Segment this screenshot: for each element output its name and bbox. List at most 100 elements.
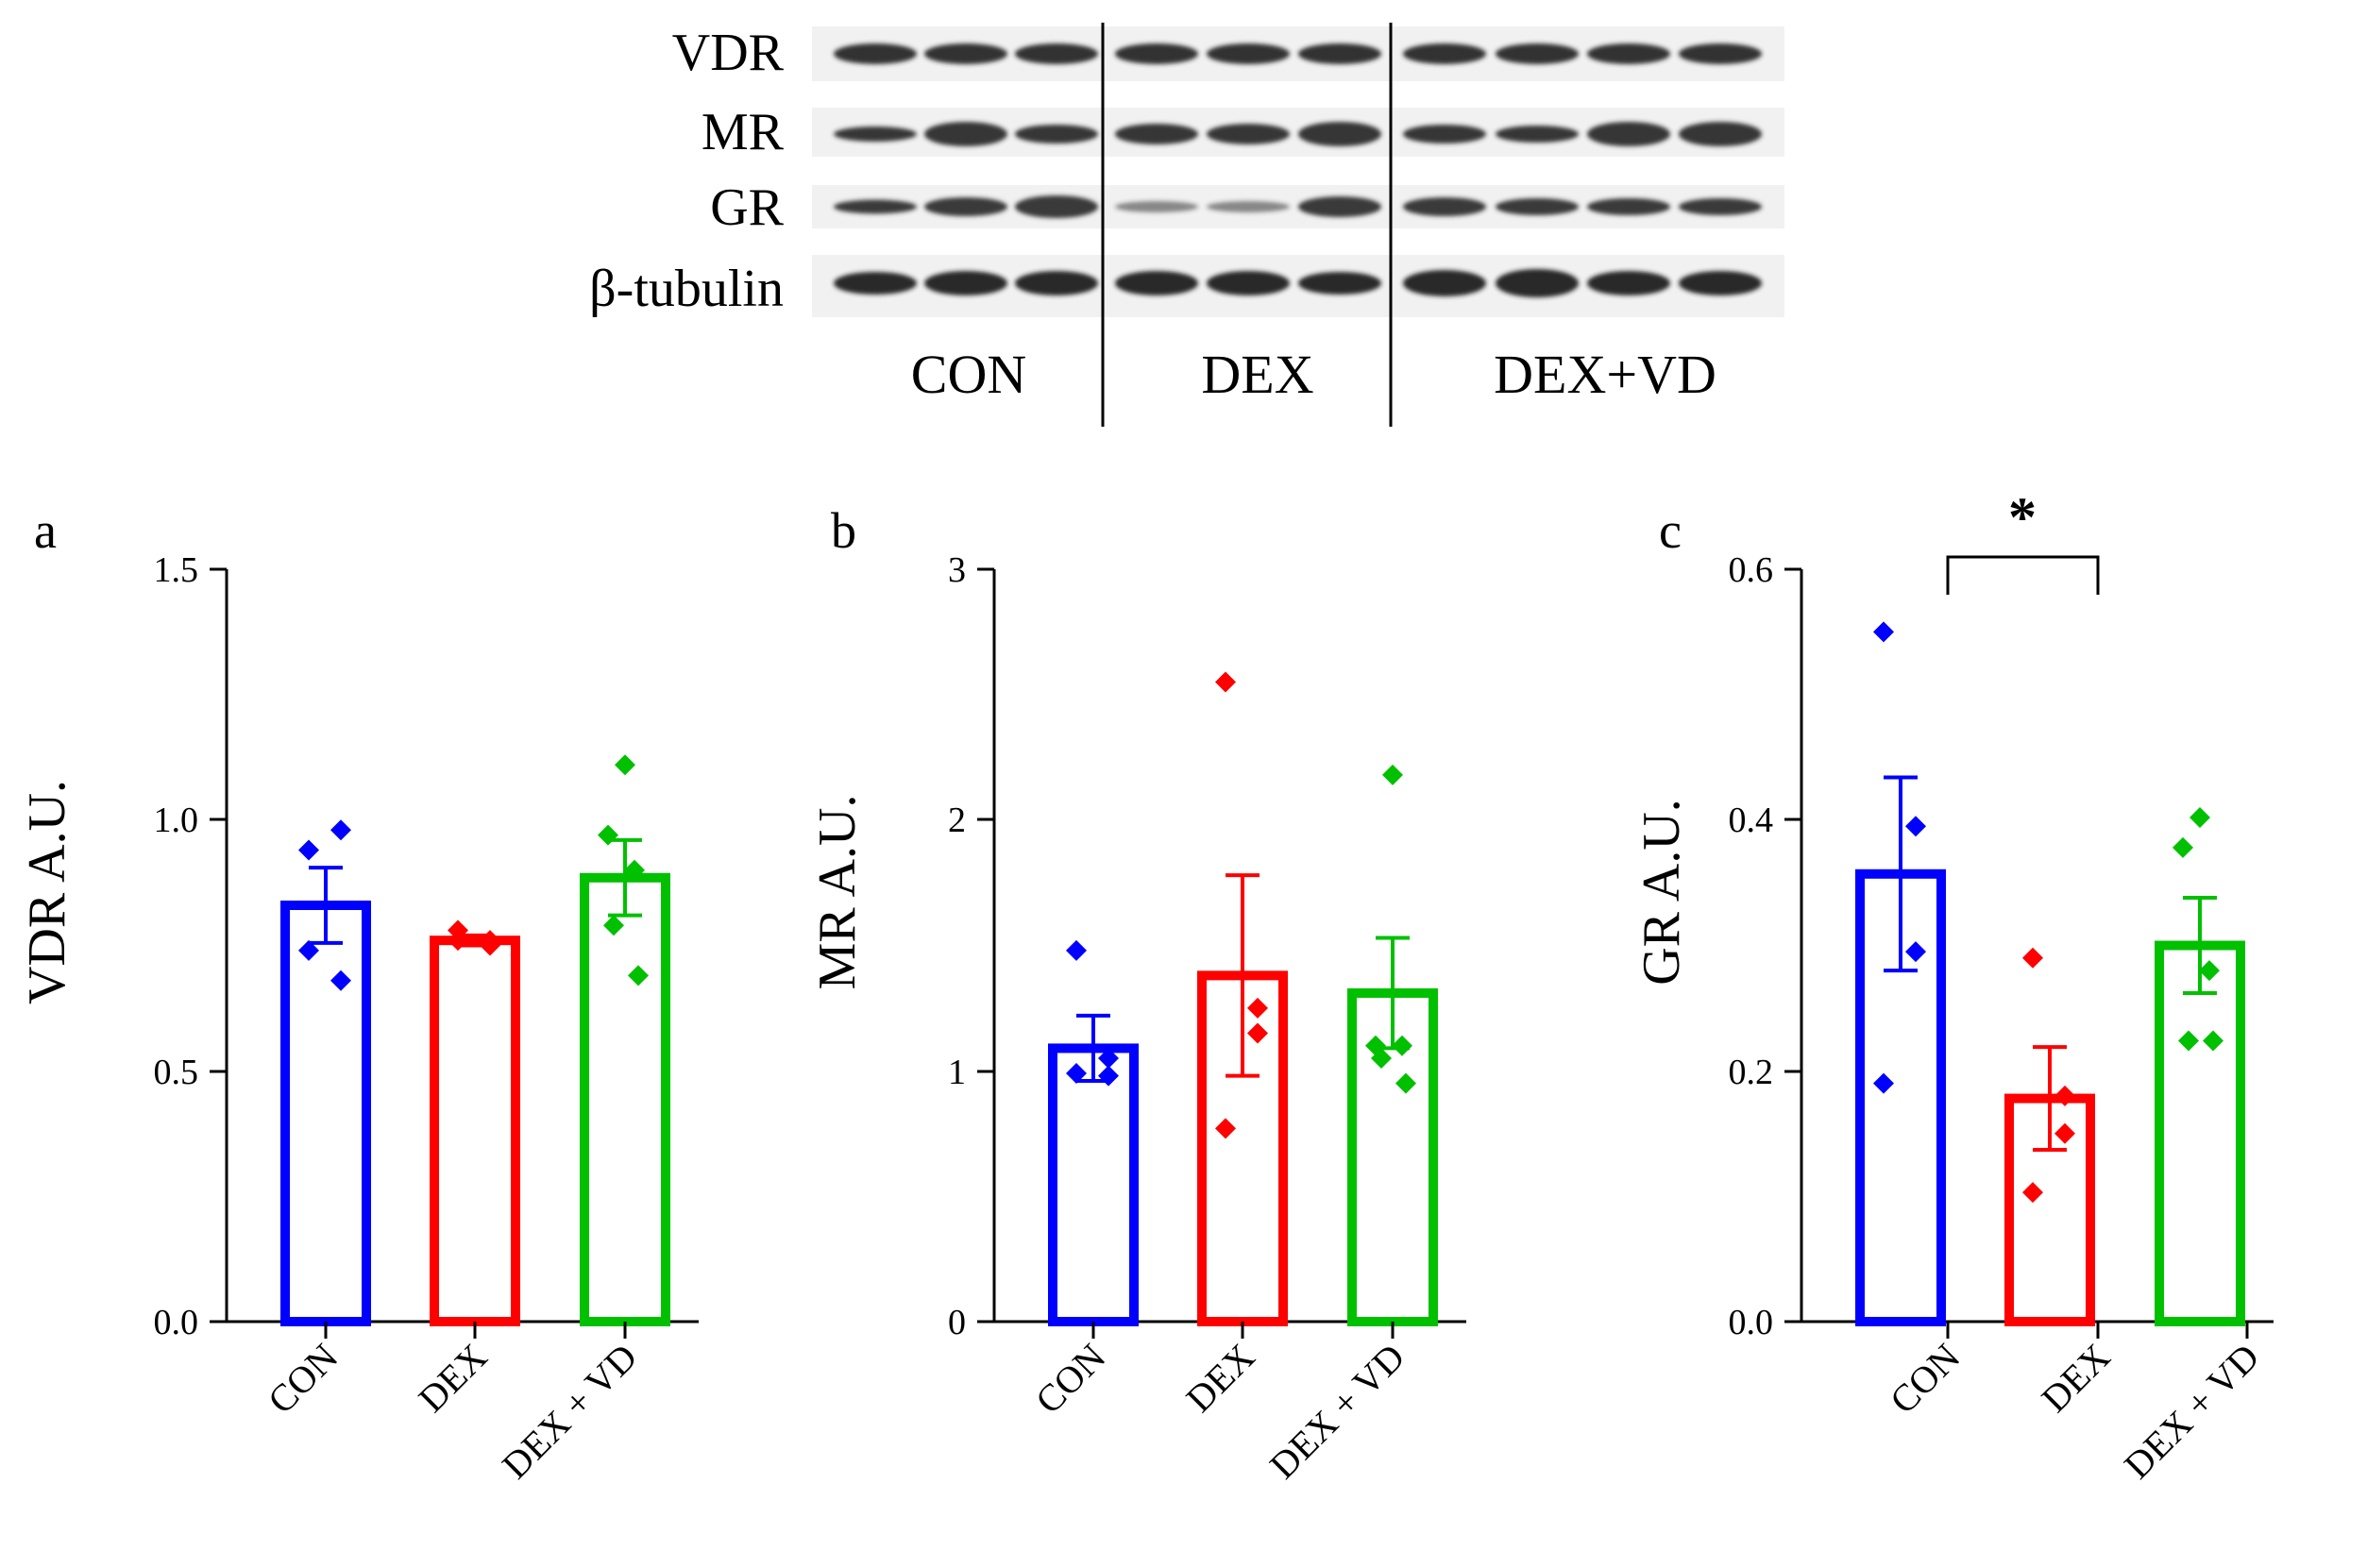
blot-band-mr <box>924 122 1007 146</box>
x-tick-labels-b: CON DEX DEX + VD <box>1027 1322 1412 1487</box>
data-point-dex <box>2022 947 2043 969</box>
panel-letter-c: c <box>1659 502 1682 559</box>
y-axis-label-c: GR A.U. <box>1632 799 1691 986</box>
y-tick-label: 2 <box>948 801 966 840</box>
chart-marks-b <box>1048 671 1438 1327</box>
blot-label-mr: MR <box>702 103 785 161</box>
blot-band-gr <box>1496 198 1579 215</box>
bar-dex <box>430 936 520 1326</box>
x-tick-label-con: CON <box>260 1336 347 1423</box>
x-tick-label-dex: DEX <box>2033 1335 2118 1420</box>
blot-band-mr <box>1403 125 1486 143</box>
blot-band-gr <box>1298 196 1381 217</box>
data-point-dexvd <box>1395 1072 1416 1094</box>
data-point-con <box>1066 939 1087 961</box>
blot-band-vdr <box>834 43 917 64</box>
blot-band-mr <box>1496 126 1579 143</box>
x-tick-labels-c: CON DEX DEX + VD <box>1882 1322 2267 1487</box>
x-tick-label-dexvd: DEX + VD <box>494 1336 645 1487</box>
y-tick-label: 1 <box>948 1053 966 1092</box>
bar-con <box>1048 1043 1139 1326</box>
y-tick-label: 0.6 <box>1729 550 1774 590</box>
data-point-dex <box>480 935 500 956</box>
y-axis-label-b: MR A.U. <box>808 795 867 990</box>
blot-band-gr <box>1015 195 1098 218</box>
blot-band-gr <box>924 197 1007 216</box>
data-point-dex <box>2022 1182 2043 1204</box>
data-point-con <box>1873 1072 1894 1094</box>
bar-dexvd <box>580 872 670 1327</box>
blot-label-beta-tubulin: β-tubulin <box>589 260 784 318</box>
blot-label-gr: GR <box>710 178 784 237</box>
data-point-dex <box>2054 1085 2075 1106</box>
blot-band-vdr <box>924 43 1007 64</box>
blot-band-mr <box>1587 122 1670 146</box>
y-ticks-c: 0.0 0.2 0.4 0.6 <box>1729 550 1801 1342</box>
panel-a: a VDR A.U. 0.0 0.5 1.0 1.5 CON DEX DEX +… <box>18 502 699 1487</box>
blot-band-vdr <box>1015 43 1098 64</box>
blot-band-vdr <box>1403 43 1486 64</box>
blot-band-gr <box>1115 201 1198 212</box>
blot-band-beta-tubulin <box>924 271 1007 295</box>
blot-band-vdr <box>1679 43 1762 64</box>
blot-band-beta-tubulin <box>1115 271 1198 295</box>
y-tick-label: 0 <box>948 1303 966 1342</box>
blot-band-beta-tubulin <box>1015 271 1098 295</box>
y-tick-label: 0.0 <box>154 1303 199 1342</box>
y-tick-label: 0.0 <box>1729 1303 1774 1342</box>
data-point-dex <box>448 930 468 952</box>
blot-band-gr <box>1403 197 1486 216</box>
data-point-dexvd <box>1382 764 1403 785</box>
western-blot: VDR MR GR β-tubulin CON DEX DEX+VD <box>589 23 1784 427</box>
panel-c: c GR A.U. 0.0 0.2 0.4 0.6 * CON DEX DEX … <box>1632 486 2274 1487</box>
blot-group-dex: DEX <box>1201 344 1313 405</box>
blot-label-vdr: VDR <box>672 24 785 82</box>
y-ticks-a: 0.0 0.5 1.0 1.5 <box>154 550 227 1342</box>
x-tick-label-con: CON <box>1882 1336 1969 1423</box>
data-point-dexvd <box>2203 1030 2223 1052</box>
data-point-con <box>298 939 319 961</box>
data-point-dex <box>1215 1118 1236 1139</box>
y-tick-label: 0.5 <box>154 1053 199 1092</box>
panel-letter-b: b <box>831 502 856 559</box>
blot-band-beta-tubulin <box>1298 272 1381 295</box>
significance-c: * <box>1946 486 2100 595</box>
blot-bands <box>834 43 1762 297</box>
data-point-dexvd <box>603 915 624 936</box>
data-point-dexvd <box>598 824 618 846</box>
data-point-con <box>1905 816 1926 837</box>
blot-band-beta-tubulin <box>1587 271 1670 295</box>
significance-star: * <box>2008 486 2037 548</box>
panel-b: b MR A.U. 0 1 2 3 CON DEX DEX + VD <box>808 502 1466 1487</box>
blot-band-beta-tubulin <box>1496 269 1579 297</box>
x-tick-label-dexvd: DEX + VD <box>2116 1336 2267 1487</box>
blot-band-beta-tubulin <box>1679 271 1762 295</box>
x-tick-label-con: CON <box>1027 1336 1114 1423</box>
panel-letter-a: a <box>34 502 57 559</box>
x-tick-label-dex: DEX <box>1177 1335 1262 1420</box>
y-axis-label-a: VDR A.U. <box>18 780 76 1004</box>
blot-group-dexvd: DEX+VD <box>1494 344 1716 405</box>
chart-marks-c <box>1855 621 2245 1326</box>
data-point-dexvd <box>628 965 649 986</box>
x-tick-label-dexvd: DEX + VD <box>1261 1336 1412 1487</box>
data-point-con <box>298 839 319 861</box>
blot-band-vdr <box>1207 43 1290 64</box>
data-point-con <box>330 969 351 991</box>
data-point-dexvd <box>2178 1030 2199 1052</box>
y-tick-label: 1.5 <box>154 550 199 590</box>
blot-band-gr <box>1587 198 1670 215</box>
x-tick-labels-a: CON DEX DEX + VD <box>260 1322 645 1487</box>
data-point-dex <box>1247 1022 1268 1044</box>
data-point-dexvd <box>1371 1048 1392 1070</box>
y-tick-label: 1.0 <box>154 801 199 840</box>
data-point-con <box>1098 1065 1119 1087</box>
data-point-dexvd <box>2173 836 2193 858</box>
y-tick-label: 0.2 <box>1729 1053 1774 1092</box>
blot-band-mr <box>1679 122 1762 146</box>
blot-band-mr <box>1207 124 1290 144</box>
bar-dexvd <box>2155 940 2245 1326</box>
data-point-dexvd <box>615 754 635 776</box>
blot-band-vdr <box>1298 43 1381 64</box>
data-point-con <box>1873 621 1894 643</box>
